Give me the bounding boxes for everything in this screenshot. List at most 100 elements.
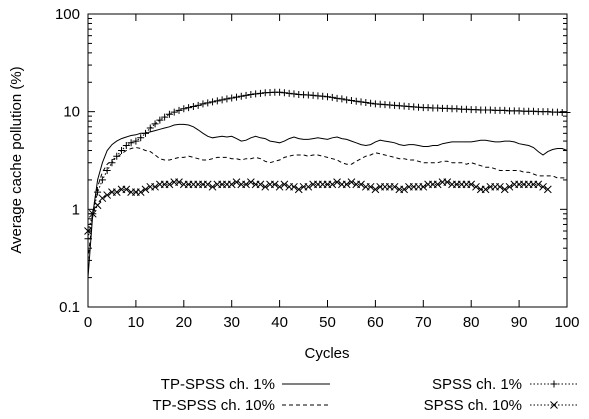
data-point	[165, 180, 174, 189]
data-point	[170, 108, 178, 116]
data-point	[203, 180, 212, 189]
data-point	[247, 90, 255, 98]
data-point	[467, 180, 476, 189]
data-point	[227, 180, 236, 189]
x-tick-label: 60	[367, 314, 384, 331]
data-point	[247, 178, 255, 186]
data-point	[347, 97, 355, 105]
x-tick-label: 10	[128, 314, 145, 331]
legend-marker	[550, 401, 558, 409]
y-tick-label: 0.1	[59, 299, 80, 316]
data-point	[481, 185, 490, 194]
data-point	[433, 180, 442, 189]
data-point	[122, 142, 130, 150]
data-point	[290, 182, 298, 191]
data-point	[208, 182, 217, 191]
x-tick-label: 90	[511, 314, 528, 331]
legend-item: SPSS ch. 10%	[424, 397, 578, 414]
data-point	[146, 124, 154, 132]
data-point	[228, 94, 236, 102]
data-point	[333, 178, 341, 186]
data-point	[367, 99, 375, 107]
x-tick-label: 0	[84, 314, 92, 331]
series-4	[84, 178, 552, 235]
x-tick-label: 30	[223, 314, 240, 331]
y-axis-title: Average cache pollution (%)	[8, 66, 25, 253]
data-point	[294, 185, 303, 194]
data-point	[223, 95, 231, 103]
data-point	[304, 182, 313, 191]
legend-label: TP-SPSS ch. 10%	[152, 397, 275, 414]
data-point	[280, 180, 289, 189]
series-line	[87, 146, 567, 261]
data-point	[185, 104, 193, 112]
data-point	[113, 152, 121, 160]
data-point	[563, 109, 571, 117]
x-axis-title: Cycles	[304, 345, 349, 362]
x-tick-label: 80	[463, 314, 480, 331]
x-tick-label: 70	[415, 314, 432, 331]
data-point	[141, 129, 149, 137]
data-point	[88, 209, 97, 218]
data-point	[151, 120, 159, 128]
data-point	[472, 182, 480, 191]
data-point	[151, 182, 159, 191]
data-point	[328, 180, 337, 189]
data-point	[543, 185, 552, 194]
y-tick-label: 1	[72, 201, 80, 218]
data-point	[275, 182, 284, 191]
data-point	[270, 180, 279, 189]
data-point	[256, 89, 264, 97]
data-point	[112, 188, 121, 196]
data-point	[333, 94, 341, 102]
series-layer	[84, 88, 571, 278]
data-point	[419, 182, 428, 191]
data-point	[371, 185, 380, 194]
y-tick-label: 10	[63, 104, 80, 121]
legend-item: TP-SPSS ch. 10%	[152, 397, 330, 414]
data-point	[505, 182, 514, 191]
data-point	[347, 178, 356, 186]
data-point	[362, 99, 370, 107]
series-3	[84, 88, 571, 243]
data-point	[165, 110, 173, 118]
data-point	[500, 185, 509, 194]
legend-label: SPSS ch. 1%	[432, 376, 522, 393]
data-point	[276, 88, 284, 96]
data-point	[84, 235, 92, 243]
data-point	[342, 180, 351, 189]
data-point	[237, 92, 245, 100]
data-point	[137, 134, 145, 142]
data-point	[175, 106, 183, 114]
data-point	[539, 182, 547, 191]
data-point	[209, 98, 217, 106]
data-point	[328, 93, 336, 101]
data-point	[309, 91, 317, 99]
data-point	[132, 137, 140, 145]
data-point	[343, 96, 351, 104]
data-point	[252, 90, 260, 98]
x-tick-label: 40	[271, 314, 288, 331]
data-point	[118, 147, 126, 155]
data-point	[232, 93, 240, 101]
data-point	[213, 97, 221, 105]
data-point	[218, 96, 226, 104]
data-point	[290, 90, 298, 98]
data-point	[242, 180, 250, 189]
data-point	[400, 185, 408, 194]
data-point	[93, 201, 102, 210]
data-point	[324, 93, 331, 101]
data-point	[352, 97, 360, 105]
x-tick-label: 50	[319, 314, 336, 331]
series-line	[87, 123, 568, 278]
data-point	[84, 227, 92, 235]
data-point	[232, 178, 241, 186]
data-point	[156, 116, 164, 124]
y-axis: 0.1 1 10 100	[55, 6, 567, 316]
data-point	[443, 178, 452, 186]
legend-label: SPSS ch. 10%	[424, 397, 522, 414]
legend-label: TP-SPSS ch. 1%	[161, 376, 275, 393]
data-point	[204, 99, 212, 107]
data-point	[108, 159, 116, 167]
